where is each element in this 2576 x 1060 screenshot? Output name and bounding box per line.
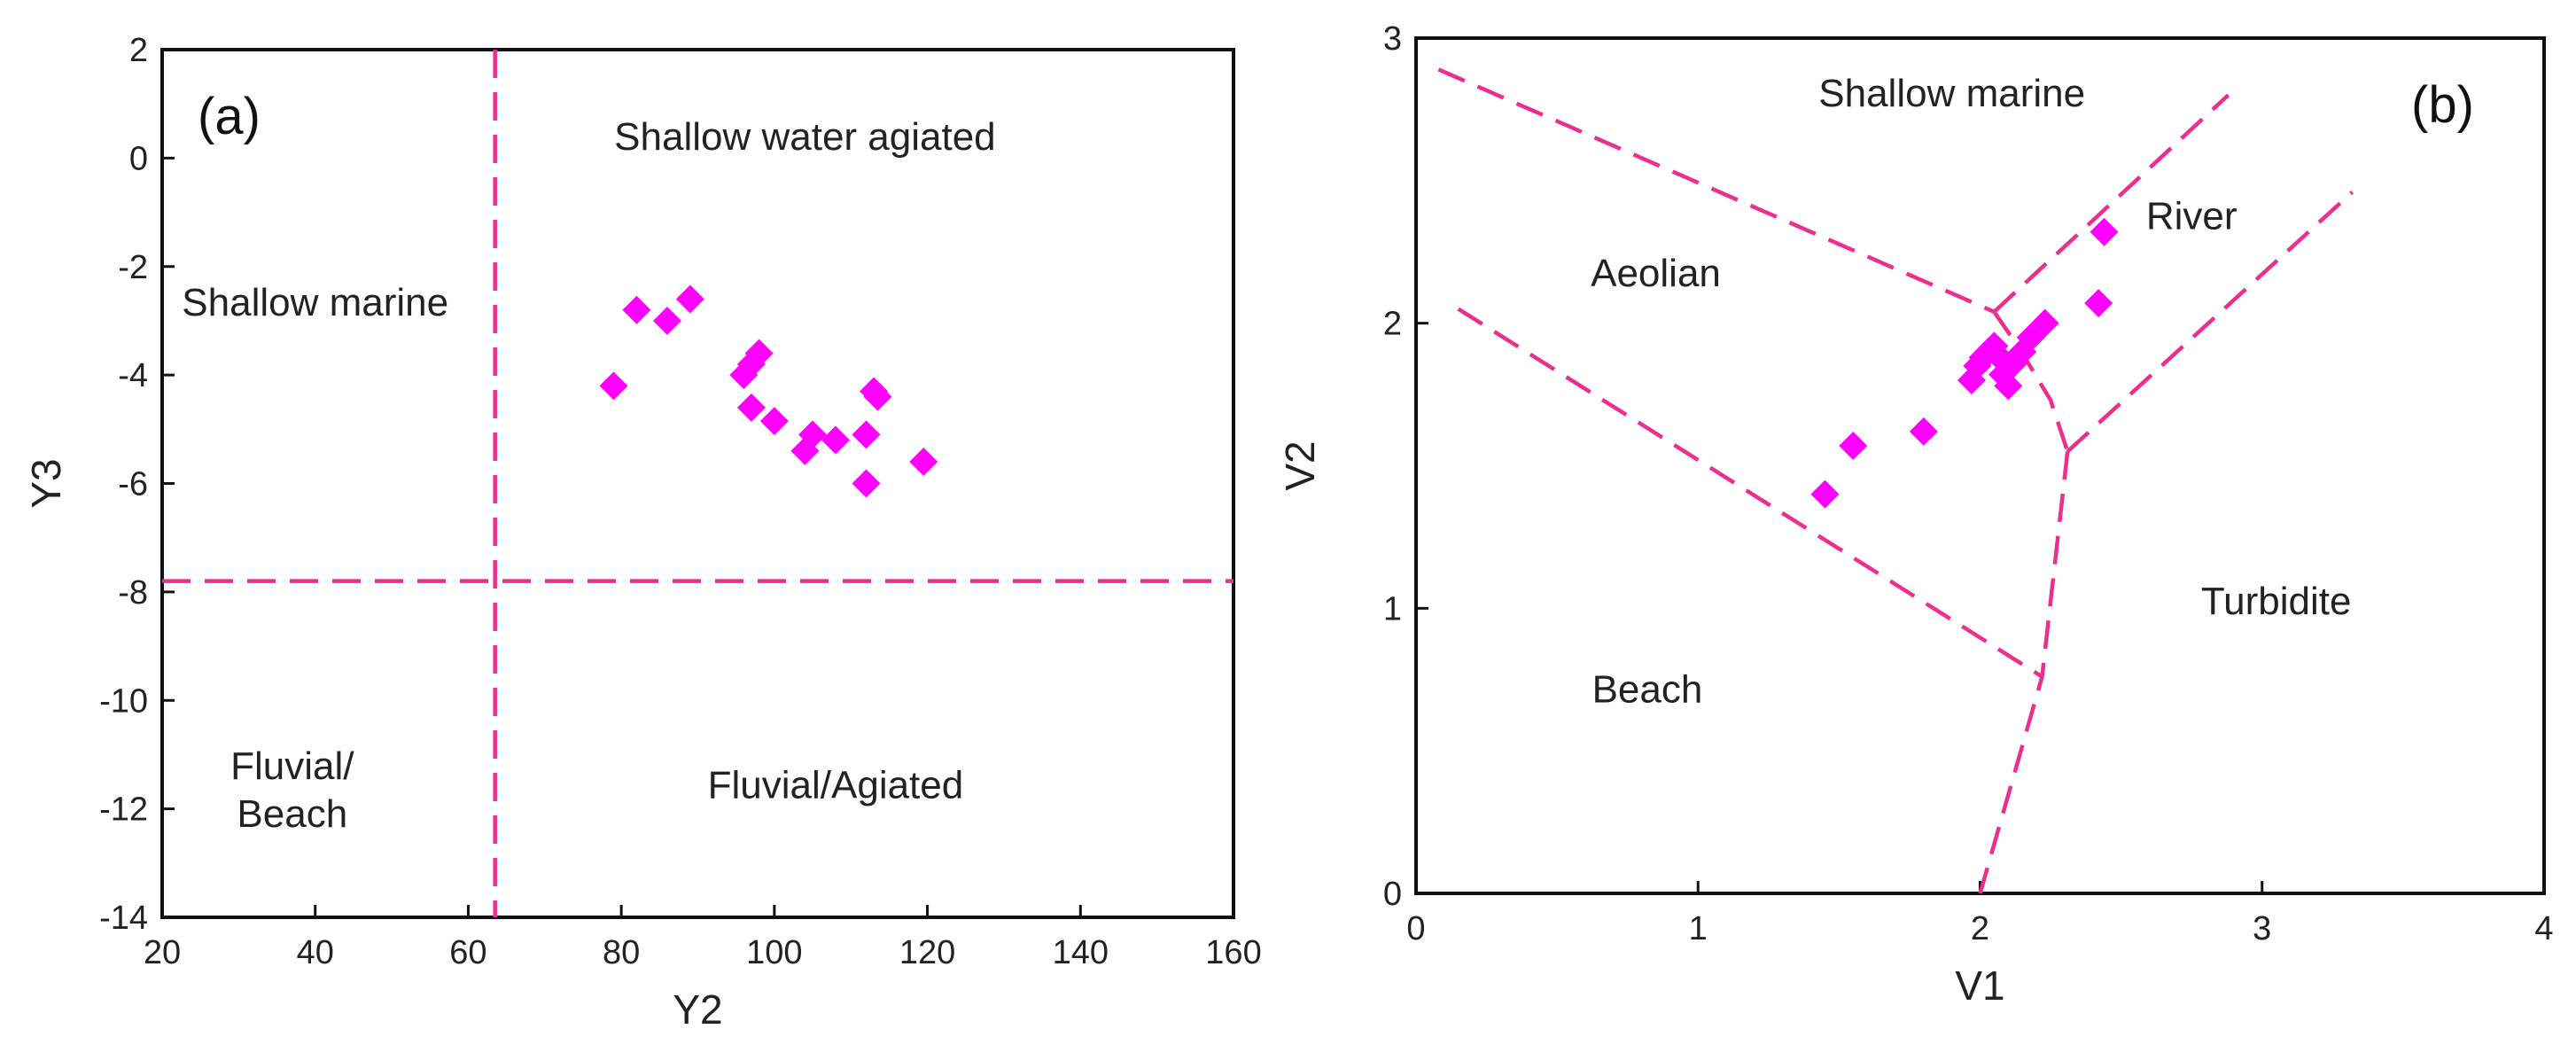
panel-b-y-tick-label: 0 xyxy=(1383,876,1402,913)
panel-a-y-tick-label: 2 xyxy=(129,32,148,69)
panel-a-data-point xyxy=(852,420,881,449)
panel-b-x-tick-label: 0 xyxy=(1406,910,1425,947)
panel-b-x-tick-label: 2 xyxy=(1971,910,1989,947)
panel-b-x-tick-label: 1 xyxy=(1689,910,1708,947)
panel-a-region-fluvial-agitated: Fluvial/Agiated xyxy=(708,763,964,807)
panel-b-x-axis-label: V1 xyxy=(1955,963,2004,1009)
panel-a-data-point xyxy=(821,425,850,455)
panel-a-x-tick-label: 20 xyxy=(144,934,181,971)
panel-a-y-axis-label: Y3 xyxy=(23,458,69,508)
panel-b-data-point xyxy=(2030,308,2059,338)
panel-a-x-tick-label: 80 xyxy=(603,934,640,971)
panel-b-region-line: Beach xyxy=(1592,667,1703,711)
panel-a-x-tick-label: 40 xyxy=(297,934,334,971)
panel-b-region-turbidite: Turbidite xyxy=(2201,580,2352,623)
panel-a-region-line: Beach xyxy=(237,792,347,836)
panel-b-region-line: Shallow marine xyxy=(1818,72,2085,115)
panel-b-data-point xyxy=(2084,289,2113,318)
panel-b-data-point xyxy=(1839,431,1868,460)
panel-a-x-tick-label: 140 xyxy=(1053,934,1109,971)
panel-b-data-point xyxy=(1810,479,1840,509)
panel-a-data-point xyxy=(622,295,651,324)
panel-b-boundary-aeolian-river xyxy=(1992,310,2070,453)
panel-a-panel-label: (a) xyxy=(198,88,261,145)
panel-b-panel-label: (b) xyxy=(2411,76,2474,134)
panel-a-region-fluvial-beach: Fluvial/Beach xyxy=(230,744,354,836)
panel-b-boundary-shallow-marine-aeolian xyxy=(1437,67,1996,314)
panel-a-y-tick-label: -2 xyxy=(118,249,148,286)
panel-a-y-tick-label: -4 xyxy=(118,357,148,394)
panel-b-y-axis-label: V2 xyxy=(1277,440,1323,490)
panel-b-plot-frame xyxy=(1414,36,2546,895)
panel-a-y-tick-label: -10 xyxy=(99,682,148,720)
panel-a-x-tick-label: 160 xyxy=(1205,934,1261,971)
panel-b-y-tick-label: 1 xyxy=(1383,590,1402,627)
panel-a-data-point xyxy=(652,306,681,335)
panel-a-data-point xyxy=(909,448,938,477)
panel-a-y-tick-label: -6 xyxy=(118,466,148,503)
panel-a-data-point xyxy=(675,284,704,314)
panel-b-data-point xyxy=(2090,217,2119,246)
panel-b-region-river: River xyxy=(2146,195,2237,238)
panel-a-region-line: Fluvial/Agiated xyxy=(708,763,964,807)
panel-a-x-tick-label: 100 xyxy=(746,934,802,971)
panel-b-data-point xyxy=(1909,417,1938,446)
panel-a-y-tick-label: -8 xyxy=(118,574,148,612)
panel-b-region-line: River xyxy=(2146,195,2237,238)
panel-a-region-shallow-marine: Shallow marine xyxy=(182,281,448,324)
panel-b-region-aeolian: Aeolian xyxy=(1591,252,1721,295)
panel-b-y-tick-label: 2 xyxy=(1383,306,1402,343)
panel-b-boundary-river-turbidite xyxy=(2066,191,2354,454)
panel-b-region-line: Aeolian xyxy=(1591,252,1721,295)
panel-a-region-line: Shallow water agiated xyxy=(614,115,995,159)
panel-a-data-point xyxy=(759,407,789,436)
panel-b-boundary-beach-turbidite xyxy=(1978,451,2070,894)
panel-b-boundary-shallow-marine-river xyxy=(1992,93,2230,314)
panel-a-data-point xyxy=(744,339,774,368)
panel-a-data-point xyxy=(863,382,892,411)
panel-a-y-tick-label: 0 xyxy=(129,140,148,177)
panel-a-region-line: Fluvial/ xyxy=(230,744,354,788)
panel-b-data-point xyxy=(1994,371,2023,401)
panel-a-x-axis-label: Y2 xyxy=(673,986,722,1033)
panel-a-data-point xyxy=(852,469,881,498)
panel-a-data-point xyxy=(736,393,766,422)
panel-b-x-tick-label: 4 xyxy=(2534,910,2553,947)
panel-b-x-tick-label: 3 xyxy=(2253,910,2271,947)
panel-a: 20 40 60 80 100 120 140 160 -14 -12 -10 -8 -6 -4 -2 0 2 Y… xyxy=(23,32,1262,1033)
panel-b-region-beach: Beach xyxy=(1592,667,1703,711)
panel-a-data-point xyxy=(599,371,628,401)
panel-b-region-shallow-marine: Shallow marine xyxy=(1818,72,2085,115)
panel-b-y-tick-label: 3 xyxy=(1383,20,1402,58)
panel-a-x-tick-label: 120 xyxy=(899,934,955,971)
panel-a-region-shallow-water-agitated: Shallow water agiated xyxy=(614,115,995,159)
panel-b-region-line: Turbidite xyxy=(2201,580,2352,623)
panel-a-region-line: Shallow marine xyxy=(182,281,448,324)
panel-a-y-tick-label: -12 xyxy=(99,791,148,829)
panel-b-boundary-aeolian-beach xyxy=(1457,307,2043,679)
panel-a-x-tick-label: 60 xyxy=(449,934,486,971)
panel-b: 0 1 2 3 4 0 1 2 3 V1 V2 Shallow marine Aeolian River T… xyxy=(1277,20,2554,1009)
panel-a-data-point xyxy=(798,420,828,449)
panel-a-y-tick-label: -14 xyxy=(99,900,148,937)
